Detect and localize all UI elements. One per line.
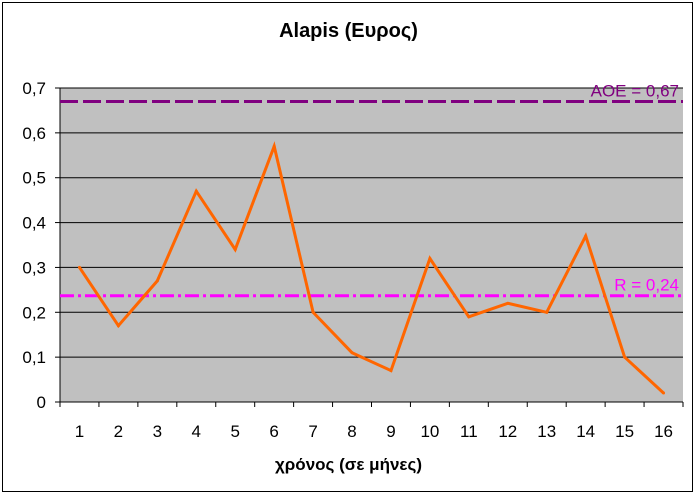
x-tick-label: 15: [615, 422, 634, 441]
y-tick-label: 0,6: [22, 124, 46, 143]
y-tick-label: 0,5: [22, 169, 46, 188]
x-tick-label: 6: [269, 422, 278, 441]
data-point: [194, 189, 198, 193]
data-point: [623, 355, 627, 359]
data-point: [584, 234, 588, 238]
y-tick-label: 0,2: [22, 303, 46, 322]
data-point: [116, 324, 120, 328]
y-tick-label: 0,3: [22, 258, 46, 277]
x-tick-label: 9: [386, 422, 395, 441]
x-tick-label: 16: [654, 422, 673, 441]
reference-line-label: R = 0,24: [614, 276, 679, 295]
y-axis-ticks: 0 0,1 0,2 0,3 0,4 0,5 0,6 0,7: [22, 79, 60, 412]
x-tick-label: 8: [347, 422, 356, 441]
y-tick-label: 0,7: [22, 79, 46, 98]
data-point: [662, 391, 666, 395]
x-tick-label: 5: [230, 422, 239, 441]
data-point: [77, 265, 81, 269]
data-point: [545, 310, 549, 314]
x-tick-label: 7: [308, 422, 317, 441]
data-point: [467, 315, 471, 319]
x-tick-label: 14: [576, 422, 595, 441]
x-tick-label: 13: [537, 422, 556, 441]
y-tick-label: 0,4: [22, 214, 46, 233]
series-line: [78, 141, 665, 395]
x-tick-label: 12: [498, 422, 517, 441]
x-axis-ticks: 1 2 3 4 5 6 7 8 9 10 11 12 13 14 15 16: [59, 402, 684, 441]
y-tick-label: 0: [37, 393, 46, 412]
data-point: [272, 144, 276, 148]
data-point: [389, 369, 393, 373]
data-point: [350, 351, 354, 355]
x-tick-label: 4: [192, 422, 201, 441]
reference-lines: AOE = 0,67 R = 0,24: [60, 81, 683, 298]
x-tick-label: 10: [420, 422, 439, 441]
x-axis-label: χρόνος (σε μήνες): [275, 455, 422, 474]
data-point: [506, 301, 510, 305]
data-point: [155, 279, 159, 283]
series-layer: [77, 141, 666, 395]
x-tick-label: 2: [114, 422, 123, 441]
y-tick-label: 0,1: [22, 348, 46, 367]
x-tick-label: 3: [153, 422, 162, 441]
chart-title: Alapis (Ευρος): [279, 20, 418, 42]
plot-area: [60, 88, 683, 402]
x-tick-label: 1: [75, 422, 84, 441]
data-point: [311, 310, 315, 314]
x-tick-label: 11: [460, 422, 478, 441]
reference-line-label: AOE = 0,67: [591, 81, 679, 100]
data-point: [428, 256, 432, 260]
data-point: [233, 247, 237, 251]
